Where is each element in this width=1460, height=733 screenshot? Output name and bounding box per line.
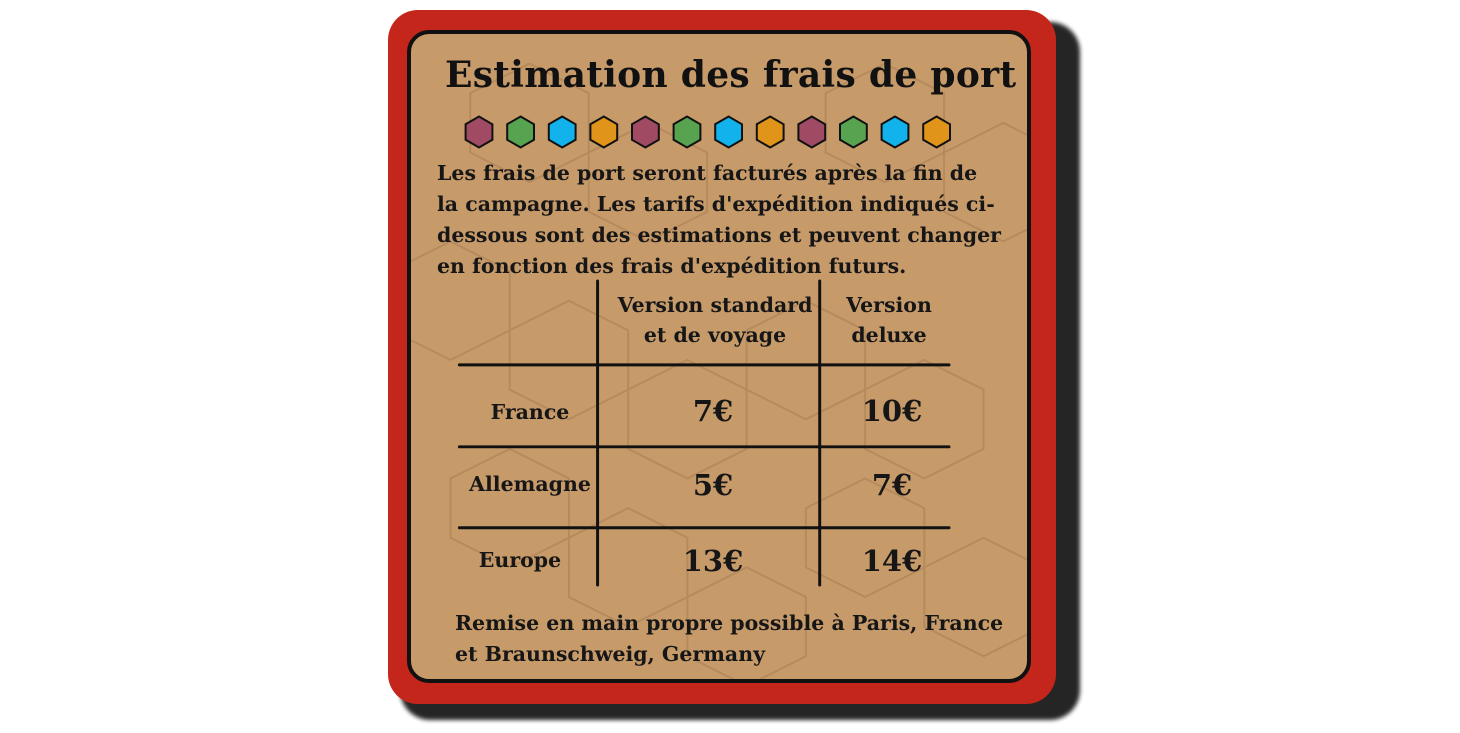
hexagon-icon [631, 115, 660, 149]
hexagon-icon [672, 115, 702, 149]
row-label-france: France [490, 400, 570, 424]
hex-background-pattern [411, 62, 1027, 679]
hexagon-icon [839, 115, 868, 149]
price-deluxe-europe: 14€ [861, 544, 923, 578]
intro-line: la campagne. Les tarifs d'expédition ind… [437, 192, 995, 216]
hexagon-icon [464, 115, 494, 149]
intro-line: dessous sont des estimations et peuvent … [437, 223, 1001, 247]
price-deluxe-allemagne: 7€ [871, 468, 913, 502]
price-standard-europe: 13€ [682, 544, 744, 578]
hexagon-icon [506, 115, 535, 149]
row-label-europe: Europe [478, 548, 562, 572]
pickup-line: et Braunschweig, Germany [455, 642, 766, 666]
header-line: deluxe [851, 323, 927, 347]
column-header-deluxe: Version deluxe [829, 290, 949, 350]
hexagon-icon [547, 115, 577, 149]
column-header-standard: Version standard et de voyage [605, 290, 825, 350]
price-deluxe-france: 10€ [861, 394, 923, 428]
hexagon-icon [797, 115, 827, 149]
pickup-note: Remise en main propre possible à Paris, … [455, 608, 1003, 670]
pickup-line: Remise en main propre possible à Paris, … [455, 611, 1004, 635]
hexagon-icon [589, 115, 619, 149]
price-standard-france: 7€ [692, 394, 734, 428]
hexagon-icon [714, 115, 743, 149]
intro-paragraph: Les frais de port seront facturés après … [437, 158, 1007, 282]
price-standard-allemagne: 5€ [692, 468, 734, 502]
header-line: et de voyage [643, 323, 787, 347]
hexagon-strip [464, 115, 951, 149]
header-line: Version standard [617, 293, 813, 317]
header-line: Version [846, 293, 932, 317]
row-label-allemagne: Allemagne [469, 472, 591, 496]
intro-line: en fonction des frais d'expédition futur… [437, 254, 907, 278]
parchment-panel: Estimation des frais de port Les frais d… [407, 30, 1031, 683]
intro-line: Les frais de port seront facturés après … [437, 161, 978, 185]
hexagon-icon [922, 115, 951, 149]
hexagon-row [463, 114, 973, 150]
page-title: Estimation des frais de port [445, 54, 1017, 96]
hexagon-icon [755, 115, 785, 149]
hexagon-icon [880, 115, 910, 149]
